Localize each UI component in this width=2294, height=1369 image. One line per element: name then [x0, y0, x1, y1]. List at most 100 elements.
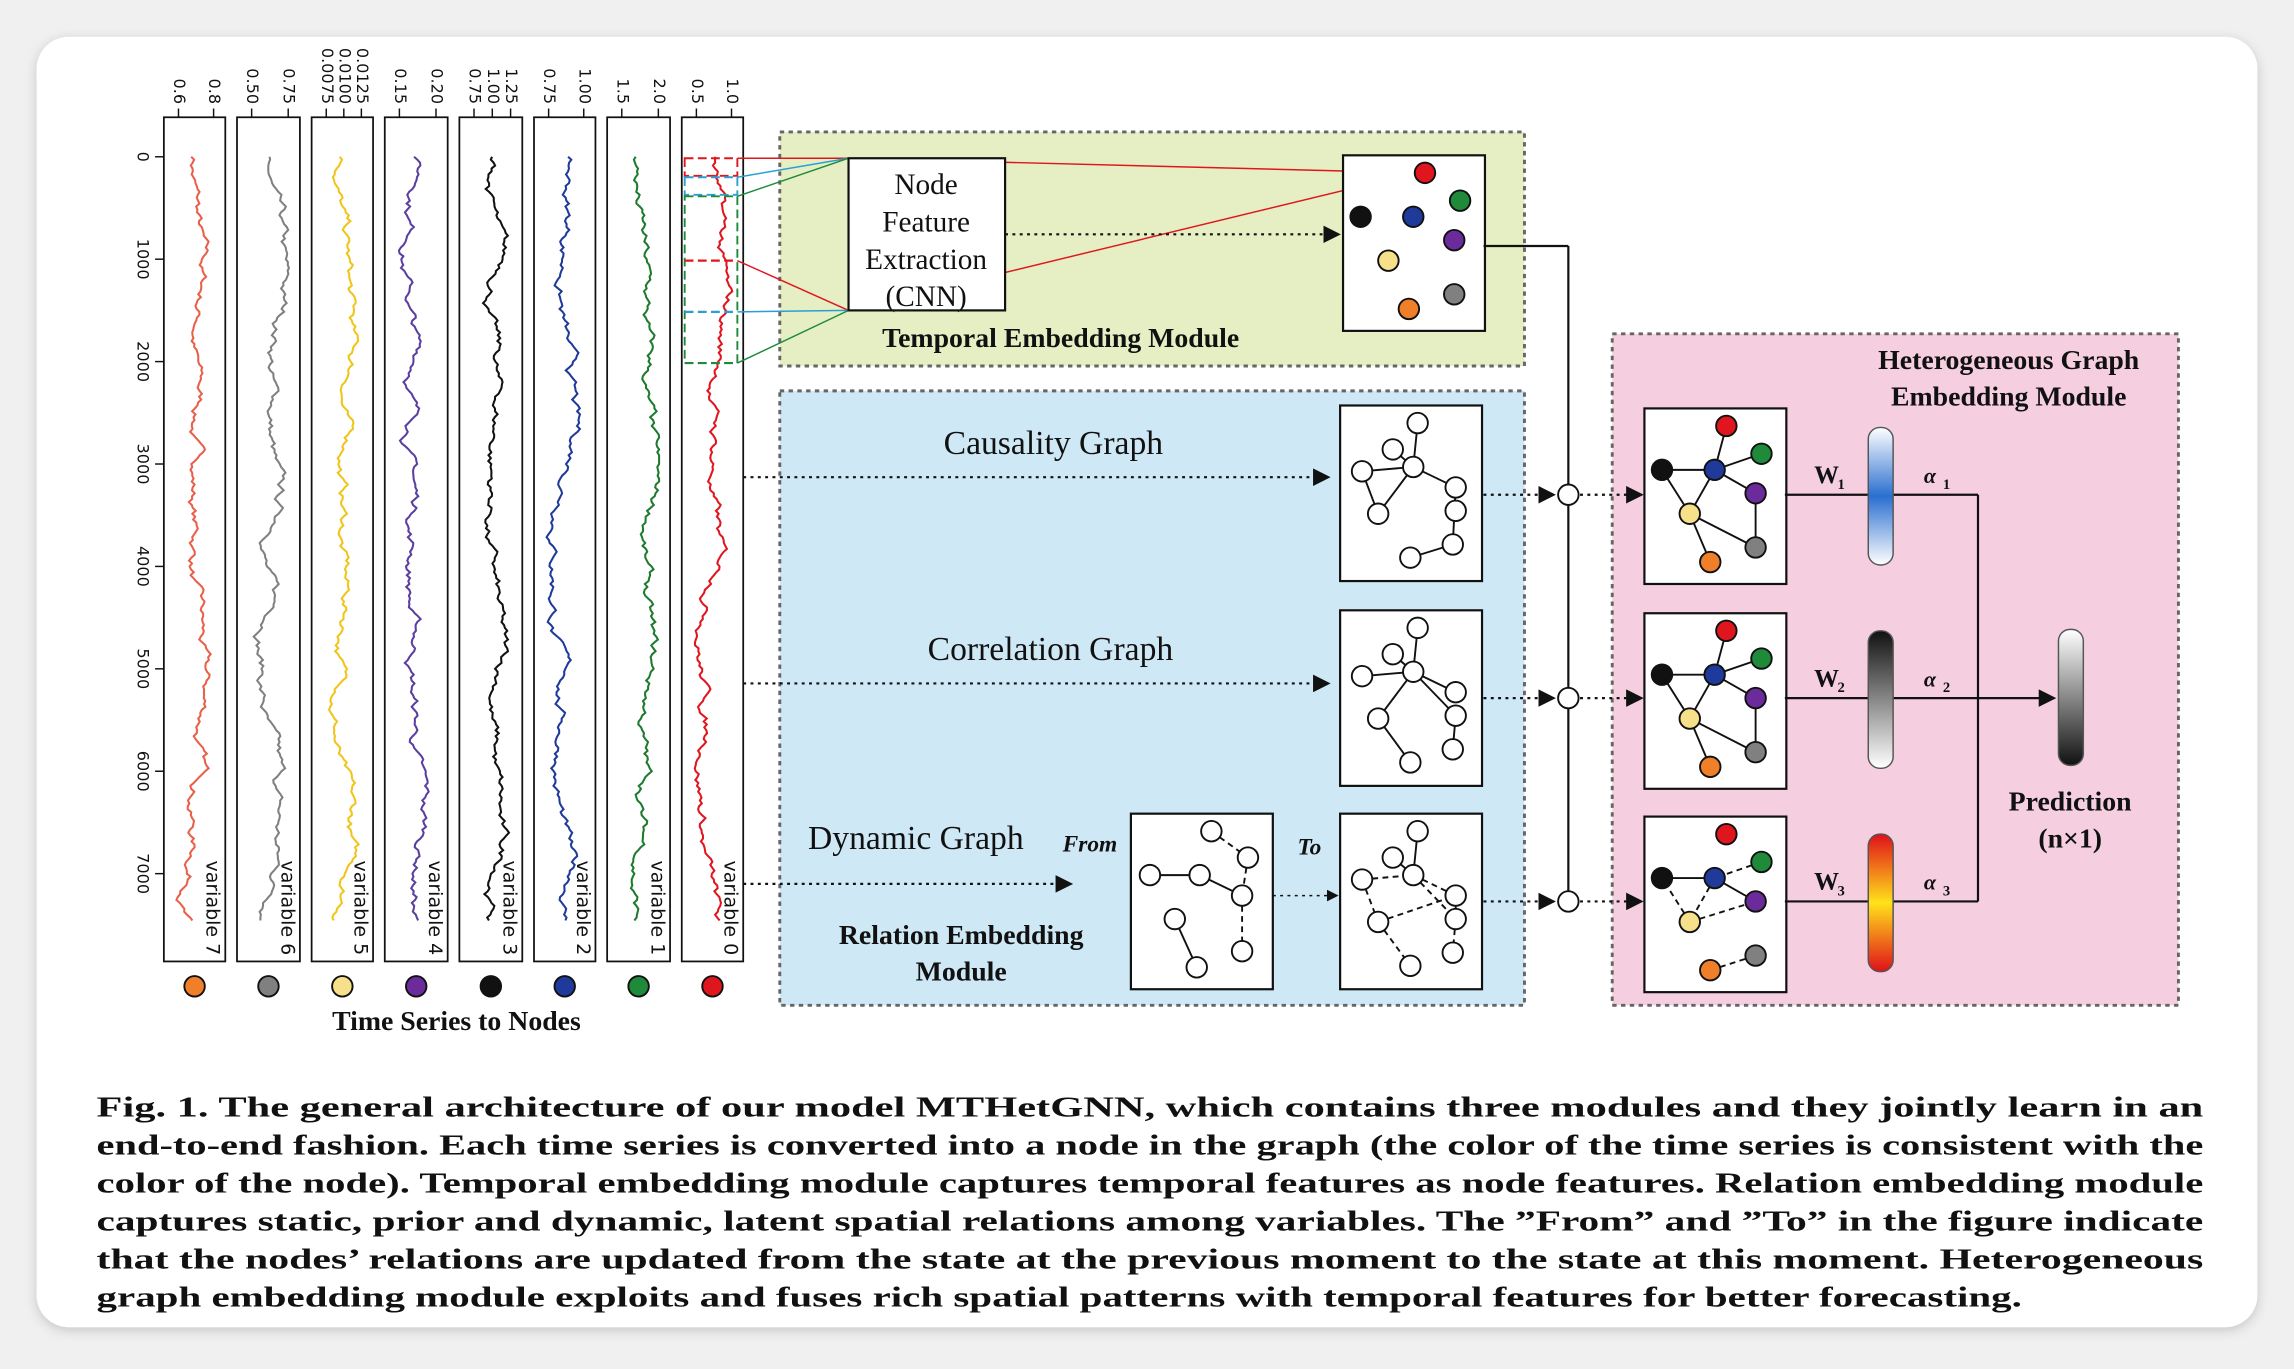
graph-node: [1397, 297, 1421, 321]
extractor-text: Node: [894, 169, 957, 201]
junction: [1557, 483, 1580, 506]
graph-node: [1444, 681, 1467, 704]
ts-tick-label: 0.75: [540, 68, 559, 104]
prediction-label: Prediction: [2009, 787, 2132, 818]
graph-node: [1402, 863, 1425, 887]
time-tick-label: 0: [133, 152, 152, 162]
graph-node: [1715, 619, 1738, 642]
graph-node: [1350, 664, 1374, 688]
ts-variable-label: variable 3: [499, 860, 521, 955]
weight-sub: 2: [1838, 680, 1845, 696]
ts-variable-label: variable 7: [202, 860, 224, 955]
graph-node: [1744, 741, 1767, 764]
ts-panel: [162, 116, 227, 963]
ts-tick-label: 2.0: [650, 79, 669, 105]
ts-tick-label: 0.75: [466, 68, 485, 104]
weight-label: W: [1814, 462, 1839, 489]
alpha-sub: 3: [1943, 884, 1950, 900]
temporal-title: Temporal Embedding Module: [882, 323, 1239, 354]
graph-node: [1402, 455, 1425, 479]
alpha-label: α: [1924, 463, 1937, 488]
graph-node: [1230, 884, 1254, 907]
ts-line: [252, 156, 291, 921]
attention-bar: [1867, 426, 1894, 566]
ts-tick-label: 0.5: [688, 79, 707, 105]
ts-line: [693, 156, 734, 922]
ts-line: [629, 156, 661, 922]
graph-node: [1703, 866, 1726, 890]
graph-node: [1744, 686, 1767, 710]
caption-line: color of the node). Temporal embedding m…: [97, 1169, 2204, 1200]
weight-sub: 3: [1838, 884, 1845, 900]
graph-node: [1443, 283, 1466, 306]
extractor-text: (CNN): [885, 281, 966, 313]
ts-line: [327, 156, 361, 921]
hetero-title: Heterogeneous Graph: [1878, 345, 2140, 376]
graph-node: [1138, 863, 1162, 887]
graph-node: [1441, 941, 1464, 964]
graph-node: [1413, 161, 1437, 185]
graph-node: [1650, 866, 1674, 890]
graph-node: [1744, 482, 1767, 505]
graph-node: [1703, 663, 1726, 686]
graph-node: [1650, 663, 1674, 686]
ts-tick-label: 1.00: [484, 68, 503, 104]
graph-node: [1715, 414, 1738, 438]
graph-node: [1750, 442, 1773, 465]
graph-node: [1441, 738, 1464, 761]
graph-node: [1230, 940, 1254, 963]
connector: [737, 157, 849, 178]
graph-node: [1678, 910, 1701, 934]
connector: [1709, 954, 1756, 972]
time-tick-label: 6000: [133, 751, 152, 792]
junction: [1557, 686, 1580, 710]
node-dot: [701, 975, 724, 998]
node-dot: [331, 975, 354, 998]
graph-node: [1699, 550, 1722, 574]
ts-variable-label: variable 4: [424, 860, 446, 955]
causality-title: Causality Graph: [944, 425, 1164, 462]
dynamic-title: Dynamic Graph: [808, 820, 1024, 857]
graph-node: [1163, 907, 1186, 931]
caption-line: end-to-end fashion. Each time series is …: [97, 1131, 2204, 1162]
graph-node: [1188, 863, 1211, 887]
graph-node: [1381, 643, 1404, 666]
prediction-shape: (n×1): [2038, 823, 2102, 854]
graph-node: [1444, 476, 1467, 499]
graph-node: [1650, 458, 1674, 482]
graph-node: [1185, 956, 1208, 979]
alpha-sub: 2: [1943, 680, 1950, 696]
node-dot: [257, 975, 280, 998]
graph-node: [1366, 502, 1390, 525]
extractor-text: Extraction: [865, 244, 987, 276]
graph-node: [1402, 205, 1425, 228]
graph-node: [1444, 499, 1467, 523]
graph-node: [1399, 546, 1422, 569]
connector: [1689, 512, 1757, 549]
ts-tick-label: 0.75: [280, 68, 299, 104]
correlation-title: Correlation Graph: [928, 631, 1174, 668]
alpha-sub: 1: [1943, 477, 1950, 493]
graph-node: [1406, 616, 1429, 640]
graph-node: [1399, 954, 1422, 978]
weight-sub: 1: [1838, 477, 1845, 493]
ts-panel: [606, 116, 671, 963]
node-dot: [405, 975, 428, 998]
graph-node: [1406, 411, 1429, 435]
node-dot: [627, 975, 650, 998]
graph-node: [1381, 846, 1404, 869]
ts-line: [175, 156, 213, 922]
ts-panel: [458, 116, 524, 963]
ts-line: [545, 156, 582, 921]
connector: [1361, 879, 1380, 923]
ts-tick-label: 1.5: [613, 79, 632, 105]
graph-node: [1443, 228, 1466, 252]
graph-node: [1441, 533, 1464, 556]
weight-label: W: [1814, 665, 1839, 692]
time-tick-label: 4000: [133, 546, 152, 587]
node-dot: [553, 975, 576, 998]
ts-tick-label: 0.15: [391, 68, 410, 104]
graph-node: [1448, 189, 1472, 212]
